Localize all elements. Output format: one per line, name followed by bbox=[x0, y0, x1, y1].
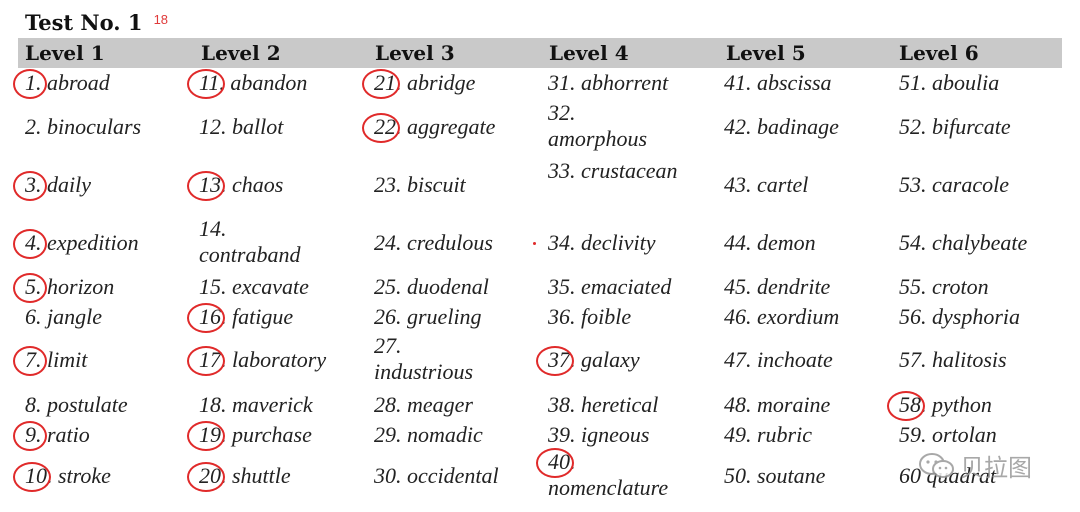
word-cell: 45. dendrite bbox=[724, 274, 831, 299]
word-cell: 11. abandon bbox=[199, 70, 308, 95]
word-cell: 38. heretical bbox=[548, 392, 659, 417]
word-cell: 17. laboratory bbox=[199, 347, 327, 372]
word-cell: 47. inchoate bbox=[724, 347, 833, 372]
word-cell: 53. caracole bbox=[899, 172, 1009, 197]
word-cell: 3. daily bbox=[25, 172, 91, 197]
word-cell: 54. chalybeate bbox=[899, 230, 1028, 255]
word-cell: 42. badinage bbox=[724, 114, 839, 139]
level-header-1: Level 1 bbox=[25, 41, 105, 65]
word-cell: 6. jangle bbox=[25, 304, 102, 329]
word-cell: 1. abroad bbox=[25, 70, 110, 95]
word-cell: 51. aboulia bbox=[899, 70, 1000, 95]
level-header-6: Level 6 bbox=[899, 41, 979, 65]
watermark-text: 贝拉图 bbox=[960, 454, 1032, 482]
word-cell: 27. industrious bbox=[374, 333, 474, 384]
word-cell: 55. croton bbox=[899, 274, 989, 299]
word-cell: 10. stroke bbox=[25, 463, 111, 488]
word-cell: 15. excavate bbox=[199, 274, 309, 299]
word-cell: 21. abridge bbox=[374, 70, 476, 95]
word-cell: 34. declivity bbox=[548, 230, 656, 255]
test-title-row: Test No. 1 18 bbox=[25, 10, 168, 36]
word-cell: 13. chaos bbox=[199, 172, 284, 197]
word-cell: 30. occidental bbox=[374, 463, 499, 488]
word-cell: 44. demon bbox=[724, 230, 816, 255]
word-cell: 4. expedition bbox=[25, 230, 139, 255]
word-cell: 59. ortolan bbox=[899, 422, 997, 447]
word-cell: 50. soutane bbox=[724, 463, 826, 488]
level-header-band bbox=[18, 38, 1062, 68]
word-cell: 29. nomadic bbox=[374, 422, 483, 447]
wechat-watermark: 贝拉图 bbox=[918, 448, 1032, 483]
word-cell: 25. duodenal bbox=[374, 274, 489, 299]
word-cell: 16. fatigue bbox=[199, 304, 294, 329]
level-header-3: Level 3 bbox=[375, 41, 455, 65]
word-cell: 28. meager bbox=[374, 392, 473, 417]
level-header-5: Level 5 bbox=[726, 41, 806, 65]
word-cell: 12. ballot bbox=[199, 114, 284, 139]
word-cell: 5. horizon bbox=[25, 274, 115, 299]
word-cell: 56. dysphoria bbox=[899, 304, 1020, 329]
level-header-4: Level 4 bbox=[549, 41, 629, 65]
word-cell: 40. nomenclature bbox=[548, 449, 669, 500]
stray-red-dot bbox=[533, 242, 536, 245]
word-cell: 43. cartel bbox=[724, 172, 809, 197]
word-cell: 31. abhorrent bbox=[548, 70, 669, 95]
score-mark: 18 bbox=[153, 12, 169, 27]
word-cell: 37. galaxy bbox=[548, 347, 640, 372]
word-cell: 33. crustacean bbox=[548, 158, 678, 183]
word-cell: 14. contraband bbox=[199, 216, 301, 267]
word-cell: 24. credulous bbox=[374, 230, 493, 255]
page-title: Test No. 1 bbox=[25, 10, 143, 35]
word-cell: 22. aggregate bbox=[374, 114, 496, 139]
word-cell: 19. purchase bbox=[199, 422, 312, 447]
word-cell: 57. halitosis bbox=[899, 347, 1007, 372]
word-cell: 48. moraine bbox=[724, 392, 831, 417]
word-cell: 49. rubric bbox=[724, 422, 812, 447]
level-header-2: Level 2 bbox=[201, 41, 281, 65]
word-cell: 2. binoculars bbox=[25, 114, 142, 139]
wechat-icon bbox=[919, 452, 954, 478]
word-cell: 20. shuttle bbox=[199, 463, 291, 488]
word-cell: 9. ratio bbox=[25, 422, 90, 447]
word-cell: 46. exordium bbox=[724, 304, 840, 329]
word-cell: 26. grueling bbox=[374, 304, 482, 329]
word-cell: 35. emaciated bbox=[548, 274, 672, 299]
word-cell: 18. maverick bbox=[199, 392, 313, 417]
word-cell: 41. abscissa bbox=[724, 70, 832, 95]
word-cell: 32. amorphous bbox=[548, 100, 648, 151]
word-cell: 52. bifurcate bbox=[899, 114, 1011, 139]
word-cell: 36. foible bbox=[548, 304, 632, 329]
word-cell: 58. python bbox=[899, 392, 992, 417]
word-cell: 23. biscuit bbox=[374, 172, 466, 197]
word-cell: 7. limit bbox=[25, 347, 88, 372]
word-cell: 8. postulate bbox=[25, 392, 128, 417]
word-cell: 39. igneous bbox=[548, 422, 650, 447]
